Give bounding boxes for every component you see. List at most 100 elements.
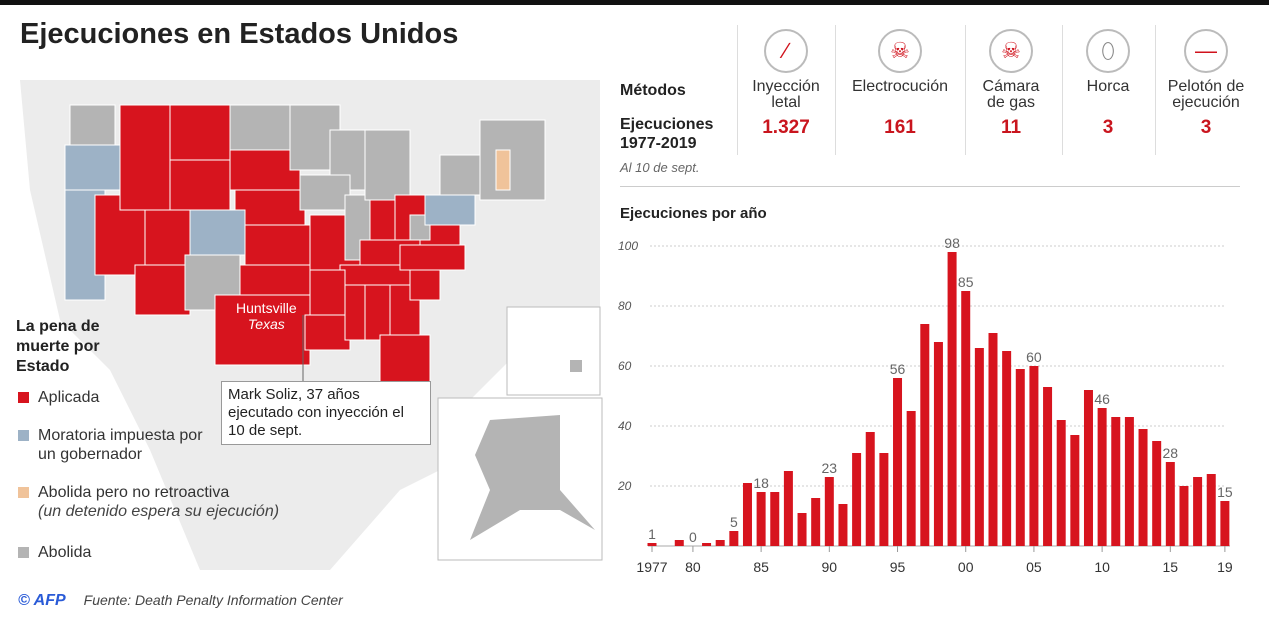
y-tick-label: 60 [618, 359, 632, 373]
top-bar [0, 0, 1269, 5]
data-label-1990: 23 [822, 460, 838, 476]
bar-1992 [852, 453, 862, 546]
swatch [18, 487, 29, 498]
hawaii-inset [506, 306, 601, 396]
bar-1991 [838, 504, 848, 546]
data-label-2010: 46 [1094, 391, 1110, 407]
bar-2012 [1124, 417, 1134, 546]
state [424, 194, 476, 226]
methods-header: Métodos [620, 82, 686, 99]
method-hanging: ⬯ Horca 3 [1062, 25, 1153, 155]
y-tick-label: 40 [618, 419, 632, 433]
state-name: Texas [247, 316, 285, 332]
state [144, 209, 191, 266]
x-tick-label: 05 [1026, 559, 1042, 575]
method-electrocution: ☠ Electrocución 161 [835, 25, 964, 155]
data-label-1999: 98 [944, 235, 960, 251]
state [304, 314, 351, 351]
swatch [18, 547, 29, 558]
city-label: Huntsville Texas [236, 300, 297, 332]
legend-sublabel: (un detenido espera su ejecución) [38, 503, 280, 520]
method-value: 3 [1200, 117, 1212, 138]
executions-header: Ejecuciones 1977-2019 [620, 116, 714, 152]
data-label-2015: 28 [1163, 445, 1179, 461]
y-tick-label: 80 [618, 299, 632, 313]
state [399, 244, 466, 271]
electric-skull-icon: ☠ [878, 29, 922, 73]
state [364, 129, 411, 201]
state [214, 294, 311, 366]
bar-1995 [893, 378, 903, 546]
gas-skull-icon: ☠ [989, 29, 1033, 73]
hawaii [570, 360, 582, 372]
afp-logo: © AFP [18, 592, 66, 609]
data-label-1983: 5 [730, 514, 738, 530]
bar-1987 [783, 471, 793, 546]
state [344, 284, 366, 341]
chart-title: Ejecuciones por año [620, 205, 767, 222]
state [364, 284, 391, 341]
legend-item-abolida: Abolida [18, 543, 91, 562]
bar-1983 [729, 531, 739, 546]
x-tick-label: 95 [890, 559, 906, 575]
bar-1999 [947, 252, 957, 546]
bar-2005 [1029, 366, 1039, 546]
method-firing-squad: — Pelotón de ejecución 3 [1155, 25, 1256, 155]
state [189, 209, 246, 256]
method-value: 11 [1000, 117, 1022, 138]
page-title: Ejecuciones en Estados Unidos [20, 18, 459, 50]
x-tick-label: 1977 [636, 559, 667, 575]
bar-2015 [1165, 462, 1175, 546]
bar-1994 [879, 453, 889, 546]
alaska [470, 415, 595, 540]
swatch [18, 392, 29, 403]
rifle-icon: — [1184, 29, 1228, 73]
state [479, 119, 546, 201]
state [309, 269, 346, 316]
state [299, 174, 351, 211]
method-label: Horca [1086, 78, 1130, 95]
state [495, 149, 511, 191]
state [134, 264, 191, 316]
data-label-2005: 60 [1026, 349, 1042, 365]
bar-1977 [647, 543, 657, 546]
annotation-box: Mark Soliz, 37 años ejecutado con inyecc… [221, 381, 431, 445]
bar-1989 [811, 498, 821, 546]
method-label: Electrocución [851, 78, 949, 95]
bar-2011 [1111, 417, 1121, 546]
x-tick-label: 00 [958, 559, 974, 575]
data-label-1995: 56 [890, 361, 906, 377]
x-tick-label: 10 [1094, 559, 1110, 575]
state [229, 104, 291, 151]
state [379, 334, 431, 386]
swatch [18, 430, 29, 441]
bar-2019 [1220, 501, 1230, 546]
x-tick-label: 19 [1217, 559, 1233, 575]
bar-1981 [702, 543, 712, 546]
as-of-date: Al 10 de sept. [620, 160, 700, 175]
bar-2017 [1193, 477, 1203, 546]
method-value: 1.327 [762, 117, 810, 138]
bar-1990 [824, 477, 834, 546]
data-label-1980: 0 [689, 529, 697, 545]
legend-label: Moratoria impuesta por un gobernador [38, 427, 203, 463]
state [64, 144, 121, 191]
bar-1982 [715, 540, 725, 546]
method-label: Cámara de gas [982, 78, 1040, 111]
method-gas: ☠ Cámara de gas 11 [965, 25, 1056, 155]
method-value: 3 [1102, 117, 1114, 138]
data-label-1977: 1 [648, 526, 656, 542]
legend-label: Abolida [38, 544, 92, 561]
bar-1988 [797, 513, 807, 546]
state [239, 264, 311, 296]
footer: © AFP Fuente: Death Penalty Information C… [18, 592, 343, 610]
bar-2009 [1083, 390, 1093, 546]
bar-2010 [1097, 408, 1107, 546]
us-map [20, 80, 603, 570]
bar-2016 [1179, 486, 1189, 546]
bar-1985 [756, 492, 766, 546]
method-label: Pelotón de ejecución [1167, 78, 1245, 111]
legend-item-abolida-no-retroactiva: Abolida pero no retroactiva (un detenido … [18, 483, 279, 521]
x-tick-label: 90 [822, 559, 838, 575]
